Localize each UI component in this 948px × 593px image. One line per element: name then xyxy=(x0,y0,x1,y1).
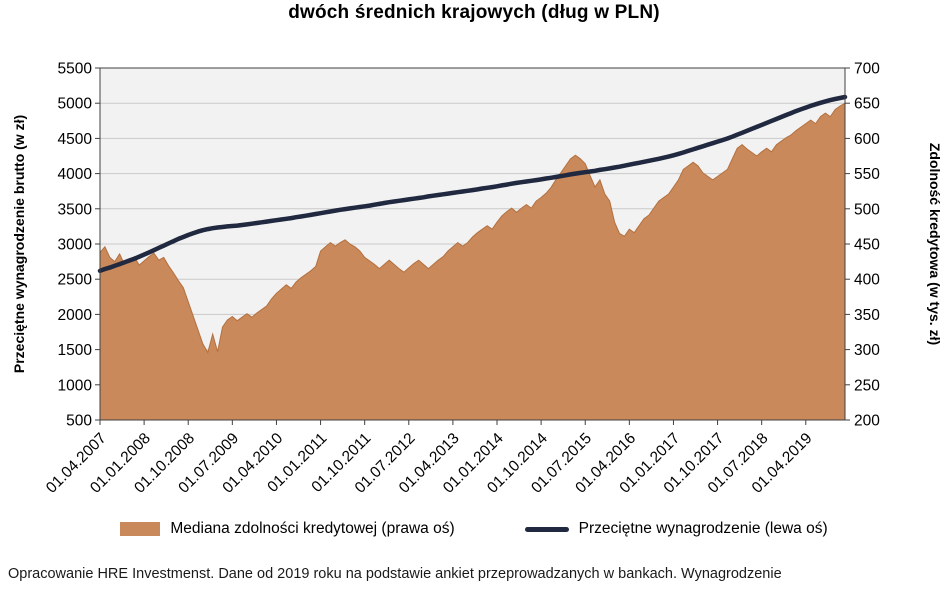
right-tick-label: 450 xyxy=(854,237,880,254)
left-tick-label: 2500 xyxy=(58,272,93,289)
chart-legend: Mediana zdolności kredytowej (prawa oś) … xyxy=(0,520,948,538)
area-series xyxy=(99,102,846,421)
right-tick-label: 600 xyxy=(854,131,880,148)
left-tick-label: 5500 xyxy=(58,61,93,78)
legend-swatch-line-icon xyxy=(524,526,569,532)
left-tick-label: 1000 xyxy=(58,377,93,394)
legend-label-area: Mediana zdolności kredytowej (prawa oś) xyxy=(170,520,455,537)
left-tick-label: 3000 xyxy=(58,237,93,254)
legend-swatch-area-icon xyxy=(120,522,161,536)
chart-canvas: 5500 700 5000 650 4500 600 4000 550 3500 500 3000 4… xyxy=(11,61,943,497)
right-tick-label: 550 xyxy=(854,166,880,183)
source-note: Opracowanie HRE Investmenst. Dane od 201… xyxy=(8,566,782,582)
right-tick-label: 300 xyxy=(854,342,880,359)
right-tick-label: 700 xyxy=(854,61,880,78)
legend-item-area: Mediana zdolności kredytowej (prawa oś) xyxy=(120,520,455,538)
left-tick-label: 5000 xyxy=(58,96,93,113)
right-tick-label: 650 xyxy=(854,96,880,113)
left-tick-label: 2000 xyxy=(58,307,93,324)
line-series xyxy=(97,94,848,274)
right-tick-label: 250 xyxy=(854,377,880,394)
left-tick-label: 4500 xyxy=(58,131,93,148)
left-tick-label: 500 xyxy=(66,413,92,430)
plot-border xyxy=(99,67,846,421)
right-tick-label: 500 xyxy=(854,201,880,218)
legend-label-line: Przeciętne wynagrodzenie (lewa oś) xyxy=(578,520,828,537)
chart-title: dwóch średnich krajowych (dług w PLN) xyxy=(288,2,660,23)
legend-item-line: Przeciętne wynagrodzenie (lewa oś) xyxy=(524,520,828,538)
left-tick-label: 3500 xyxy=(58,201,93,218)
left-tick-label: 4000 xyxy=(58,166,93,183)
left-axis-title: Przeciętne wynagrodzenie brutto (w zł) xyxy=(11,115,27,373)
left-tick-label: 1500 xyxy=(58,342,93,359)
right-tick-label: 200 xyxy=(854,413,880,430)
right-axis-title: Zdolność kredytowa (w tys. zł) xyxy=(927,143,943,345)
right-tick-label: 400 xyxy=(854,272,880,289)
right-tick-label: 350 xyxy=(854,307,880,324)
